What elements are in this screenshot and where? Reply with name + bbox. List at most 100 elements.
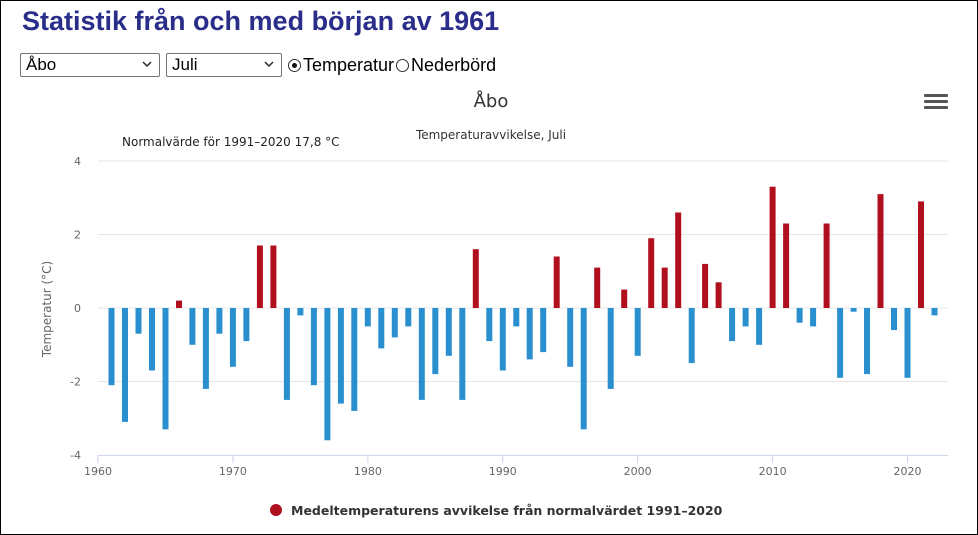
bar-2021[interactable] [918,201,924,308]
bar-1975[interactable] [297,308,304,316]
month-select-value: Juli [172,55,198,74]
bar-2019[interactable] [891,308,897,331]
bar-1987[interactable] [459,308,466,400]
bar-2015[interactable] [837,308,844,378]
bar-2022[interactable] [931,308,938,316]
bar-1998[interactable] [607,308,614,389]
bar-2008[interactable] [742,308,749,327]
y-tick-labels: -4 -2 0 2 4 [70,155,81,462]
radio-temperature-label: Temperatur [303,54,395,75]
bar-1993[interactable] [540,308,547,353]
bar-2005[interactable] [702,263,709,308]
bar-2003[interactable] [675,212,682,309]
page-title: Statistik från och med början av 1961 [22,6,500,36]
bar-2017[interactable] [864,308,870,375]
legend-marker-icon [270,504,282,516]
bar-1968[interactable] [202,308,209,389]
hamburger-menu-icon [924,94,948,97]
bar-1969[interactable] [216,308,223,334]
bar-1961[interactable] [108,308,115,386]
bar-1999[interactable] [621,289,628,308]
gridlines [98,160,948,382]
bar-2016[interactable] [850,308,857,312]
bar-2014[interactable] [823,223,830,309]
y-tick-label: -4 [70,449,81,462]
bar-2007[interactable] [729,308,736,342]
bar-2020[interactable] [904,308,911,378]
x-axis: 1960 1970 1980 1990 2000 2010 2020 [84,455,948,478]
bar-2011[interactable] [783,223,790,309]
x-tick-label: 1960 [84,465,112,478]
bar-1983[interactable] [405,308,412,327]
bar-1989[interactable] [486,308,493,342]
bar-1964[interactable] [149,308,155,371]
x-tick-label: 1970 [219,465,247,478]
chart-subtitle: Temperaturavvikelse, Juli [415,128,566,142]
radio-precipitation[interactable]: Nederbörd [396,55,496,76]
bar-1972[interactable] [256,245,263,309]
radio-unselected-icon[interactable] [396,58,410,72]
bar-1996[interactable] [580,308,587,430]
x-tick-label: 2000 [624,465,652,478]
bar-1994[interactable] [553,256,560,309]
x-tick-label: 1980 [354,465,382,478]
bar-2012[interactable] [796,308,803,323]
chevron-down-icon [264,61,274,67]
bar-2004[interactable] [688,308,695,364]
month-select[interactable]: Juli [166,53,282,77]
bar-1979[interactable] [351,308,358,411]
bar-1977[interactable] [324,308,331,441]
bar-1966[interactable] [176,300,182,308]
hamburger-menu-icon-line [924,100,948,103]
radio-precipitation-label: Nederbörd [411,54,497,75]
hamburger-menu-icon-line [924,106,948,109]
bar-1986[interactable] [445,308,452,356]
bar-2009[interactable] [756,308,763,345]
y-tick-label: 0 [74,302,81,315]
bar-1990[interactable] [499,308,506,371]
x-tick-label: 1990 [489,465,517,478]
bar-1992[interactable] [526,308,533,360]
bar-2006[interactable] [715,282,722,308]
radio-temperature[interactable]: Temperatur [288,55,394,76]
bar-2010[interactable] [769,186,776,308]
bar-1978[interactable] [337,308,344,404]
bar-2002[interactable] [661,267,668,308]
bar-2013[interactable] [810,308,817,327]
bar-1985[interactable] [432,308,439,375]
bar-1982[interactable] [391,308,398,338]
chart-menu-button[interactable] [924,94,948,114]
legend-label: Medeltemperaturens avvikelse från normal… [291,503,723,518]
y-axis-title: Temperatur (°C) [40,261,54,358]
bar-1973[interactable] [270,245,277,309]
bar-1980[interactable] [364,308,371,327]
bar-1995[interactable] [567,308,574,367]
bar-1991[interactable] [513,308,520,327]
y-tick-label: 4 [74,155,81,168]
bar-1981[interactable] [378,308,385,349]
bar-2001[interactable] [648,238,655,308]
y-tick-label: -2 [70,376,81,389]
x-tick-label: 2010 [759,465,787,478]
station-select[interactable]: Åbo [20,53,160,77]
bar-1984[interactable] [418,308,425,400]
chevron-down-icon [142,61,152,67]
bar-2018[interactable] [877,194,884,308]
legend[interactable]: Medeltemperaturens avvikelse från normal… [270,503,723,518]
bar-1967[interactable] [189,308,196,345]
chart-title: Åbo [474,90,509,112]
bar-1963[interactable] [135,308,142,334]
controls-bar: Åbo Juli Temperatur Nederbörd [20,52,498,78]
y-tick-label: 2 [74,229,81,242]
bar-2000[interactable] [634,308,641,356]
bar-1970[interactable] [229,308,236,367]
bar-1976[interactable] [310,308,317,386]
radio-selected-icon[interactable] [288,58,301,72]
bar-1962[interactable] [122,308,128,422]
bar-1997[interactable] [594,267,601,308]
bar-1974[interactable] [283,308,290,400]
bar-1965[interactable] [162,308,169,430]
bar-1988[interactable] [472,249,479,308]
bar-1971[interactable] [243,308,250,342]
